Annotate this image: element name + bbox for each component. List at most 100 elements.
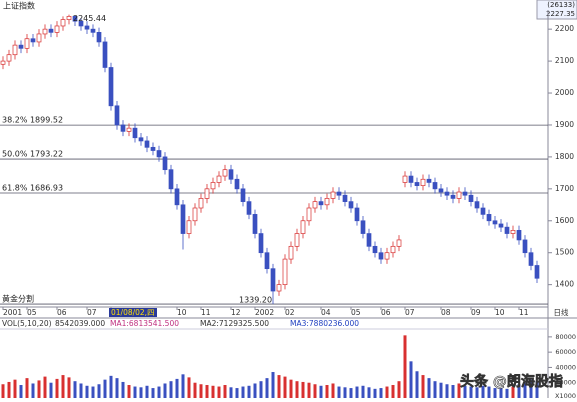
period-label: 日线 bbox=[554, 307, 569, 317]
candle-body bbox=[6, 54, 12, 62]
candle-body bbox=[312, 201, 318, 209]
x-tick-label: 07 bbox=[405, 308, 415, 317]
cursor-date-box bbox=[109, 308, 157, 317]
volume-bar bbox=[55, 378, 59, 398]
candle-body bbox=[96, 32, 102, 43]
candle-body bbox=[252, 214, 258, 234]
volume-bar bbox=[331, 383, 335, 398]
candle-body bbox=[462, 191, 468, 196]
volume-bar bbox=[139, 387, 143, 398]
volume-bar bbox=[439, 382, 443, 398]
volume-bar bbox=[31, 383, 35, 398]
volume-bar bbox=[487, 386, 491, 398]
volume-bar bbox=[193, 382, 197, 398]
volume-bar bbox=[529, 379, 533, 398]
volume-ma-label: MA1:6813541.500 bbox=[110, 319, 179, 328]
volume-bar bbox=[109, 375, 113, 398]
volume-bar bbox=[127, 385, 131, 398]
volume-bar bbox=[115, 378, 119, 398]
x-tick-label: 07 bbox=[87, 308, 97, 317]
y-tick-label: 1800 bbox=[555, 152, 574, 161]
y-tick-label: 2100 bbox=[555, 56, 574, 65]
candle-body bbox=[216, 175, 222, 183]
y-tick-label: 2000 bbox=[555, 88, 574, 97]
volume-bar bbox=[241, 386, 245, 398]
fib-title: 黄金分割 bbox=[2, 294, 34, 304]
candle-body bbox=[396, 239, 402, 247]
candle-body bbox=[426, 178, 432, 183]
candle-body bbox=[456, 191, 462, 199]
volume-bar bbox=[343, 387, 347, 398]
x-tick-label: 05 bbox=[351, 308, 361, 317]
volume-bar bbox=[367, 387, 371, 398]
volume-bar bbox=[205, 385, 209, 398]
candle-body bbox=[516, 230, 522, 241]
volume-bar bbox=[247, 385, 251, 398]
candle-body bbox=[60, 19, 66, 27]
volume-bar bbox=[61, 375, 65, 398]
volume-bar bbox=[79, 383, 83, 398]
candle-body bbox=[354, 207, 360, 222]
x-tick-label: 11 bbox=[201, 308, 211, 317]
volume-bar bbox=[403, 335, 407, 398]
candle-body bbox=[132, 127, 138, 139]
candle-body bbox=[228, 169, 234, 180]
candle-body bbox=[222, 169, 228, 177]
volume-bar bbox=[379, 388, 383, 398]
fib-label: 38.2% 1899.52 bbox=[2, 116, 63, 125]
volume-bar bbox=[433, 381, 437, 398]
candle-body bbox=[0, 60, 6, 65]
candle-body bbox=[486, 214, 492, 222]
x-tick-label: 09 bbox=[471, 308, 481, 317]
chart-title: 上证指数 bbox=[3, 1, 35, 11]
candle-body bbox=[270, 268, 276, 292]
x-tick-label: 01/08/02,四 bbox=[111, 308, 155, 317]
candle-body bbox=[162, 156, 168, 171]
x-tick-label: 12 bbox=[231, 308, 241, 317]
candle-body bbox=[156, 150, 162, 158]
candle-body bbox=[378, 252, 384, 260]
candle-body bbox=[504, 226, 510, 234]
volume-bar bbox=[517, 384, 521, 398]
volume-bar bbox=[475, 387, 479, 398]
volume-bar bbox=[199, 384, 203, 398]
candle-body bbox=[72, 16, 78, 22]
volume-tick-label: 60000 bbox=[555, 348, 576, 356]
volume-bar bbox=[85, 385, 89, 398]
volume-bar bbox=[169, 381, 173, 398]
candle-body bbox=[438, 188, 444, 193]
volume-tick-label: 80000 bbox=[555, 333, 576, 341]
volume-bar bbox=[349, 388, 353, 398]
candle-body bbox=[522, 239, 528, 254]
volume-bar bbox=[325, 385, 329, 398]
candle-body bbox=[348, 201, 354, 209]
candle-body bbox=[150, 146, 156, 151]
candle-body bbox=[372, 245, 378, 254]
candle-body bbox=[90, 28, 96, 33]
volume-bar bbox=[313, 384, 317, 398]
volume-bar bbox=[469, 386, 473, 398]
candle-body bbox=[18, 44, 24, 49]
x-tick-label: 10 bbox=[177, 308, 187, 317]
volume-tick-label: 40000 bbox=[555, 363, 576, 371]
candle-body bbox=[342, 194, 348, 202]
candle-body bbox=[498, 223, 504, 228]
candle-body bbox=[240, 188, 246, 202]
x-tick-label: 06 bbox=[57, 308, 67, 317]
watermark: 头条 @朗海股指 bbox=[460, 373, 563, 390]
volume-bar bbox=[463, 385, 467, 398]
quote-code: (26133) bbox=[547, 1, 575, 9]
volume-bar bbox=[103, 379, 107, 398]
volume-bar bbox=[277, 375, 281, 398]
candle-body bbox=[468, 194, 474, 202]
volume-bar bbox=[319, 385, 323, 398]
candle-body bbox=[192, 207, 198, 222]
x-tick-label: 04 bbox=[321, 308, 331, 317]
x-tick-label: 2002 bbox=[255, 308, 274, 317]
volume-bar bbox=[427, 378, 431, 398]
volume-bar bbox=[421, 375, 425, 398]
volume-bar bbox=[97, 384, 101, 398]
volume-bar bbox=[505, 388, 509, 398]
candle-body bbox=[108, 67, 114, 107]
